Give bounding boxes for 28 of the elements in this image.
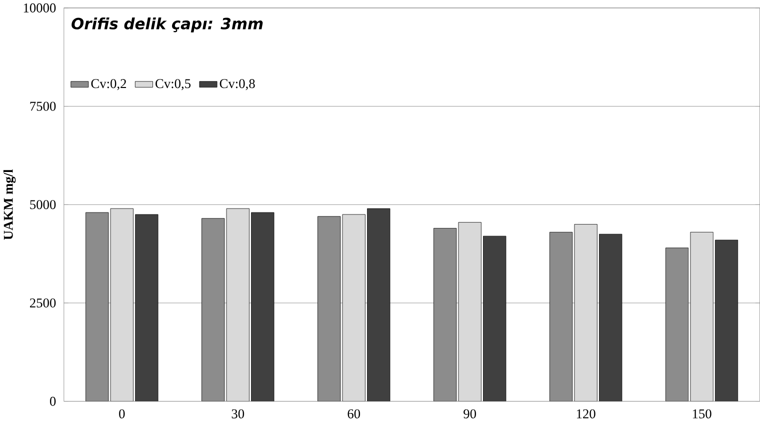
legend-label: Cv:0,5 (156, 79, 191, 90)
x-tick-label: 150 (692, 409, 712, 418)
y-tick-label: 10000 (24, 4, 56, 13)
y-tick-label: 5000 (30, 200, 56, 210)
bar (226, 208, 250, 402)
y-tick-label: 2500 (30, 298, 56, 308)
x-tick-label: 90 (464, 409, 476, 418)
bar (483, 236, 506, 402)
y-tick-label: 7500 (30, 102, 56, 111)
x-tick-label: 60 (348, 409, 360, 418)
legend-label: Cv:0,2 (91, 79, 126, 90)
y-axis-title: UAKM mg/l (3, 170, 16, 240)
x-tick-label: 120 (576, 409, 596, 418)
bar (367, 208, 390, 402)
bar (251, 212, 274, 402)
bar (135, 214, 158, 402)
y-tick-label: 0 (50, 396, 56, 406)
bar (574, 224, 598, 402)
x-tick-label: 0 (119, 409, 125, 418)
bar (110, 208, 134, 402)
x-tick-label: 30 (232, 409, 244, 418)
bar (458, 222, 482, 402)
text: Orifis delik çapı: 3mm (72, 18, 263, 33)
legend-label: Cv:0,8 (220, 79, 255, 90)
bar (599, 234, 622, 402)
bar (715, 240, 738, 402)
bar (690, 232, 714, 402)
bar (342, 214, 366, 402)
